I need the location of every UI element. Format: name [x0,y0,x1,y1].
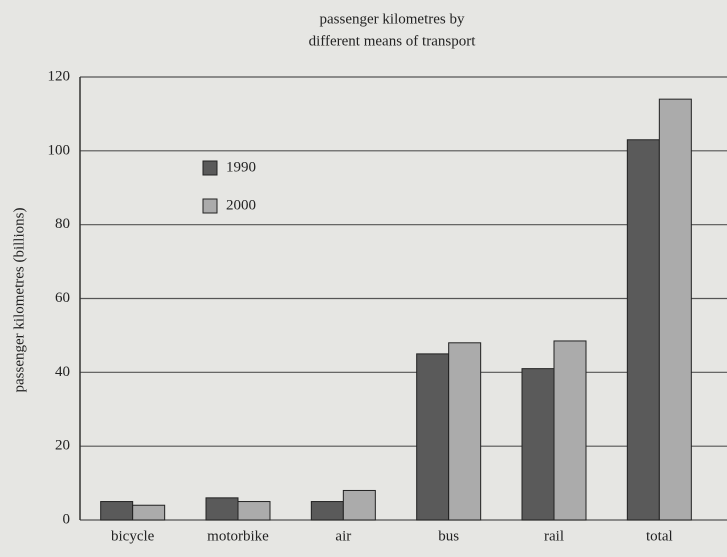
bar [448,342,482,521]
bar [416,353,450,521]
bar [100,501,134,521]
chart-title: different means of transport [309,33,477,49]
x-tick-label: motorbike [207,528,269,544]
legend-label: 2000 [226,197,256,213]
y-tick-label: 0 [63,511,71,527]
x-tick-label: air [335,528,351,544]
y-tick-label: 80 [55,216,70,232]
x-tick-label: rail [544,528,564,544]
y-tick-label: 60 [55,290,70,306]
bar [658,98,692,521]
y-tick-label: 40 [55,364,70,380]
bar [237,501,271,521]
bar [310,501,344,521]
y-axis-label: passenger kilometres (billions) [11,208,27,393]
x-tick-label: total [646,528,673,544]
bar [521,368,555,521]
x-tick-label: bicycle [111,528,155,544]
y-tick-label: 100 [48,142,71,158]
chart-title: passenger kilometres by [320,11,465,27]
bar [132,504,166,521]
bar [553,340,587,521]
y-tick-label: 120 [48,68,71,84]
legend-label: 1990 [226,159,256,175]
bar [205,497,239,521]
x-tick-label: bus [438,528,459,544]
legend-swatch [202,198,218,214]
bar [342,489,376,521]
bar [626,139,660,521]
legend-swatch [202,160,218,176]
y-tick-label: 20 [55,438,70,454]
